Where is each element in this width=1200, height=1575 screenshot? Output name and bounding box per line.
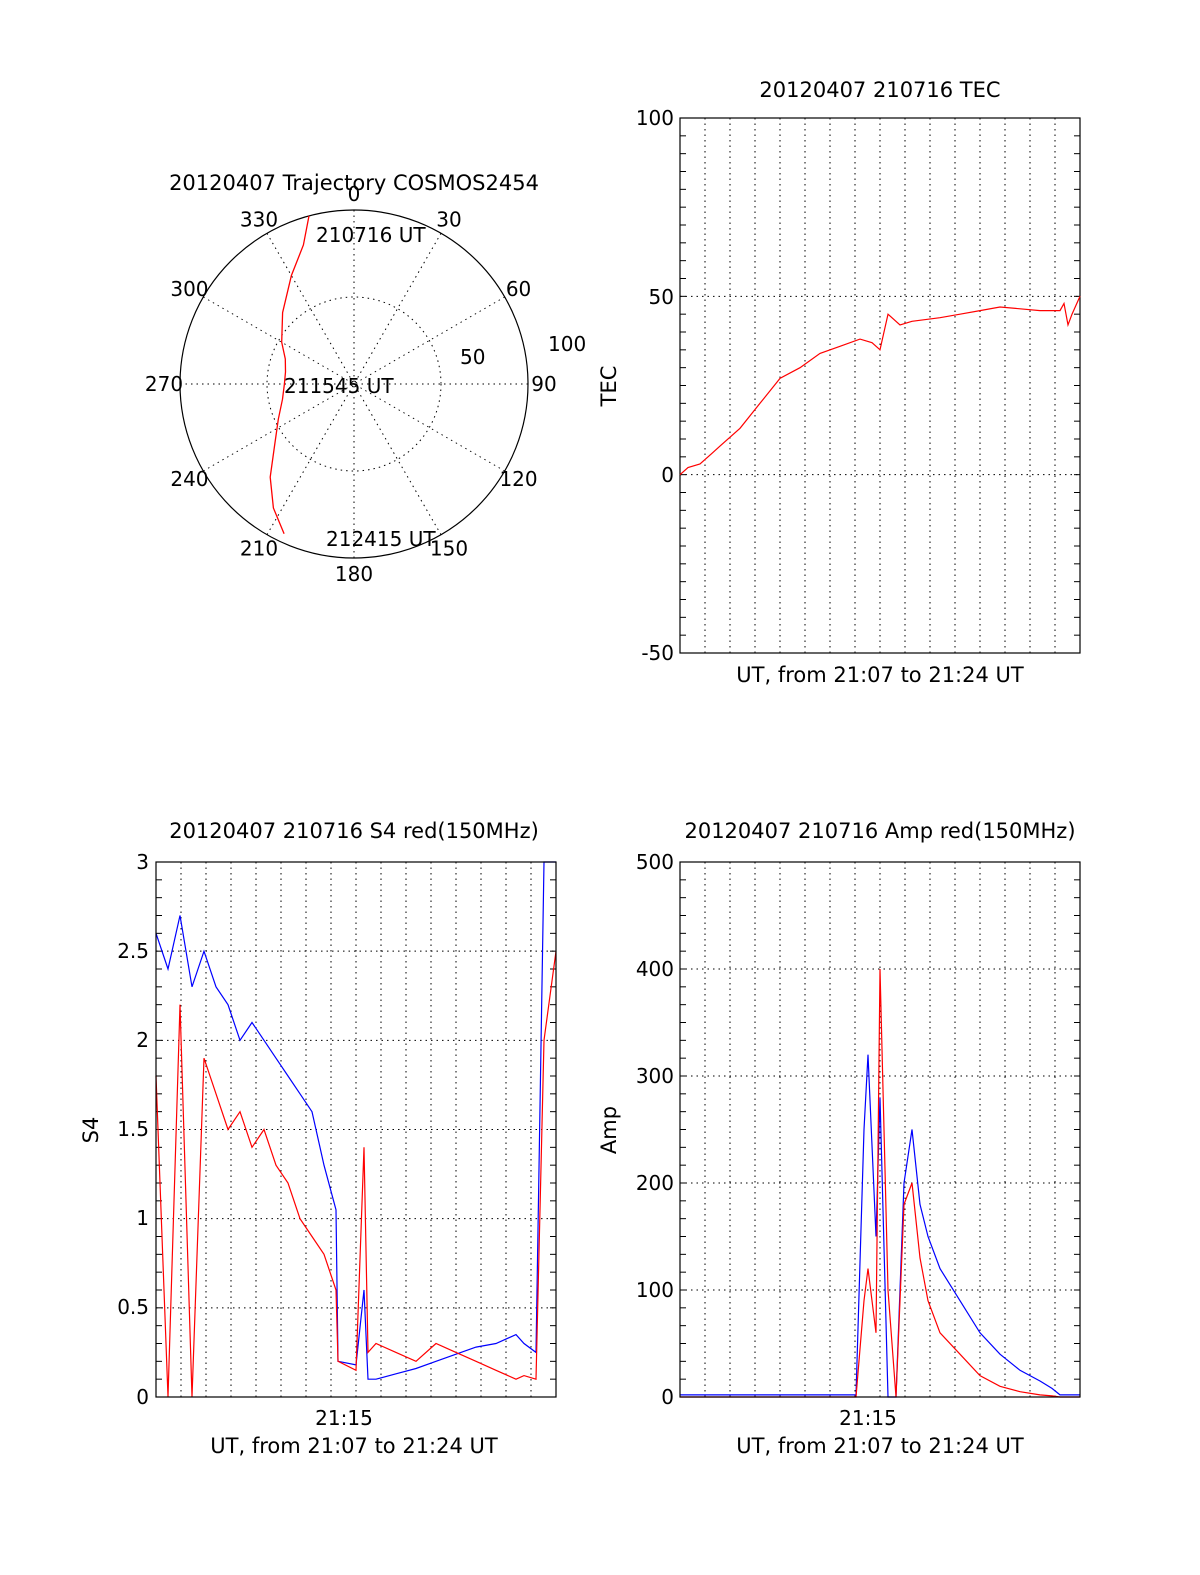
tec-plot: 20120407 210716 TEC 100 50 0 -50 TEC UT,… <box>597 78 1081 687</box>
tec-horizontal-grid <box>680 295 1080 476</box>
s4-ytick-2-5: 2.5 <box>117 939 149 963</box>
polar-angle-label: 210 <box>240 537 278 561</box>
s4-ytick-1: 1 <box>136 1206 149 1230</box>
polar-angle-label: 300 <box>170 277 208 301</box>
s4-ytick-2: 2 <box>136 1028 149 1052</box>
amp-ytick-400: 400 <box>636 957 674 981</box>
tec-vertical-grid <box>704 118 1056 653</box>
tec-ytick-50: 50 <box>649 285 674 309</box>
s4-minor-ticks <box>156 861 556 1398</box>
trajectory-polar-plot: 20120407 Trajectory COSMOS2454 0 30 60 90 12… <box>145 171 586 586</box>
s4-ytick-3: 3 <box>136 850 149 874</box>
amp-red-series <box>680 968 1080 1398</box>
amp-ylabel: Amp <box>597 1106 621 1154</box>
polar-angle-label: 30 <box>436 207 461 231</box>
amp-ytick-0: 0 <box>661 1385 674 1409</box>
s4-ytick-0: 0 <box>136 1385 149 1409</box>
amp-xlabel: UT, from 21:07 to 21:24 UT <box>736 1434 1024 1458</box>
s4-blue-series <box>155 861 556 1380</box>
tec-ytick-0: 0 <box>661 463 674 487</box>
s4-ylabel: S4 <box>79 1117 103 1144</box>
amp-blue-series <box>680 1054 1080 1398</box>
polar-inner-ring <box>266 296 442 472</box>
amp-frame <box>679 861 1081 1398</box>
tec-ytick-minus50: -50 <box>641 641 674 665</box>
amp-ytick-100: 100 <box>636 1278 674 1302</box>
polar-angle-label: 90 <box>531 372 556 396</box>
s4-xlabel: UT, from 21:07 to 21:24 UT <box>210 1434 498 1458</box>
s4-horizontal-grid <box>156 950 556 1309</box>
amp-horizontal-grid <box>680 968 1080 1291</box>
tec-minor-ticks <box>680 117 1080 654</box>
amp-xtick-2115: 21:15 <box>839 1406 897 1430</box>
amp-ytick-500: 500 <box>636 850 674 874</box>
trajectory-mid-time: 211545 UT <box>284 374 394 398</box>
trajectory-title: 20120407 Trajectory COSMOS2454 <box>169 171 539 195</box>
s4-frame <box>155 861 557 1398</box>
polar-angle-label: 180 <box>335 562 373 586</box>
s4-title: 20120407 210716 S4 red(150MHz) <box>169 819 539 843</box>
trajectory-end-time: 212415 UT <box>326 527 436 551</box>
s4-ytick-0-5: 0.5 <box>117 1295 149 1319</box>
tec-xlabel: UT, from 21:07 to 21:24 UT <box>736 663 1024 687</box>
tec-series-line <box>679 296 1081 476</box>
amp-plot: 20120407 210716 Amp red(150MHz) 500 400 … <box>597 819 1081 1458</box>
tec-title: 20120407 210716 TEC <box>759 78 1000 102</box>
amp-ytick-200: 200 <box>636 1171 674 1195</box>
s4-red-series <box>155 951 557 1398</box>
polar-angle-label: 330 <box>240 207 278 231</box>
trajectory-track <box>269 215 310 535</box>
s4-ytick-1-5: 1.5 <box>117 1117 149 1141</box>
polar-radius-label-50: 50 <box>460 345 485 369</box>
polar-angle-label: 150 <box>430 537 468 561</box>
tec-frame <box>679 117 1081 654</box>
amp-vertical-grid <box>704 862 1056 1397</box>
amp-title: 20120407 210716 Amp red(150MHz) <box>684 819 1075 843</box>
trajectory-start-time: 210716 UT <box>316 223 426 247</box>
polar-angle-label: 270 <box>145 372 183 396</box>
amp-minor-ticks <box>680 861 1080 1398</box>
s4-xtick-2115: 21:15 <box>315 1406 373 1430</box>
tec-ytick-100: 100 <box>636 106 674 130</box>
polar-angle-label: 120 <box>499 467 537 491</box>
polar-angle-label: 0 <box>348 182 361 206</box>
polar-angle-label: 240 <box>170 467 208 491</box>
polar-angle-label: 60 <box>506 277 531 301</box>
tec-ylabel: TEC <box>597 366 621 408</box>
polar-radius-label-100: 100 <box>548 332 586 356</box>
polar-angle-labels: 0 30 60 90 120 150 180 210 240 270 300 330 <box>145 182 557 586</box>
amp-ytick-300: 300 <box>636 1064 674 1088</box>
s4-plot: 20120407 210716 S4 red(150MHz) 3 2.5 2 1… <box>79 819 557 1458</box>
